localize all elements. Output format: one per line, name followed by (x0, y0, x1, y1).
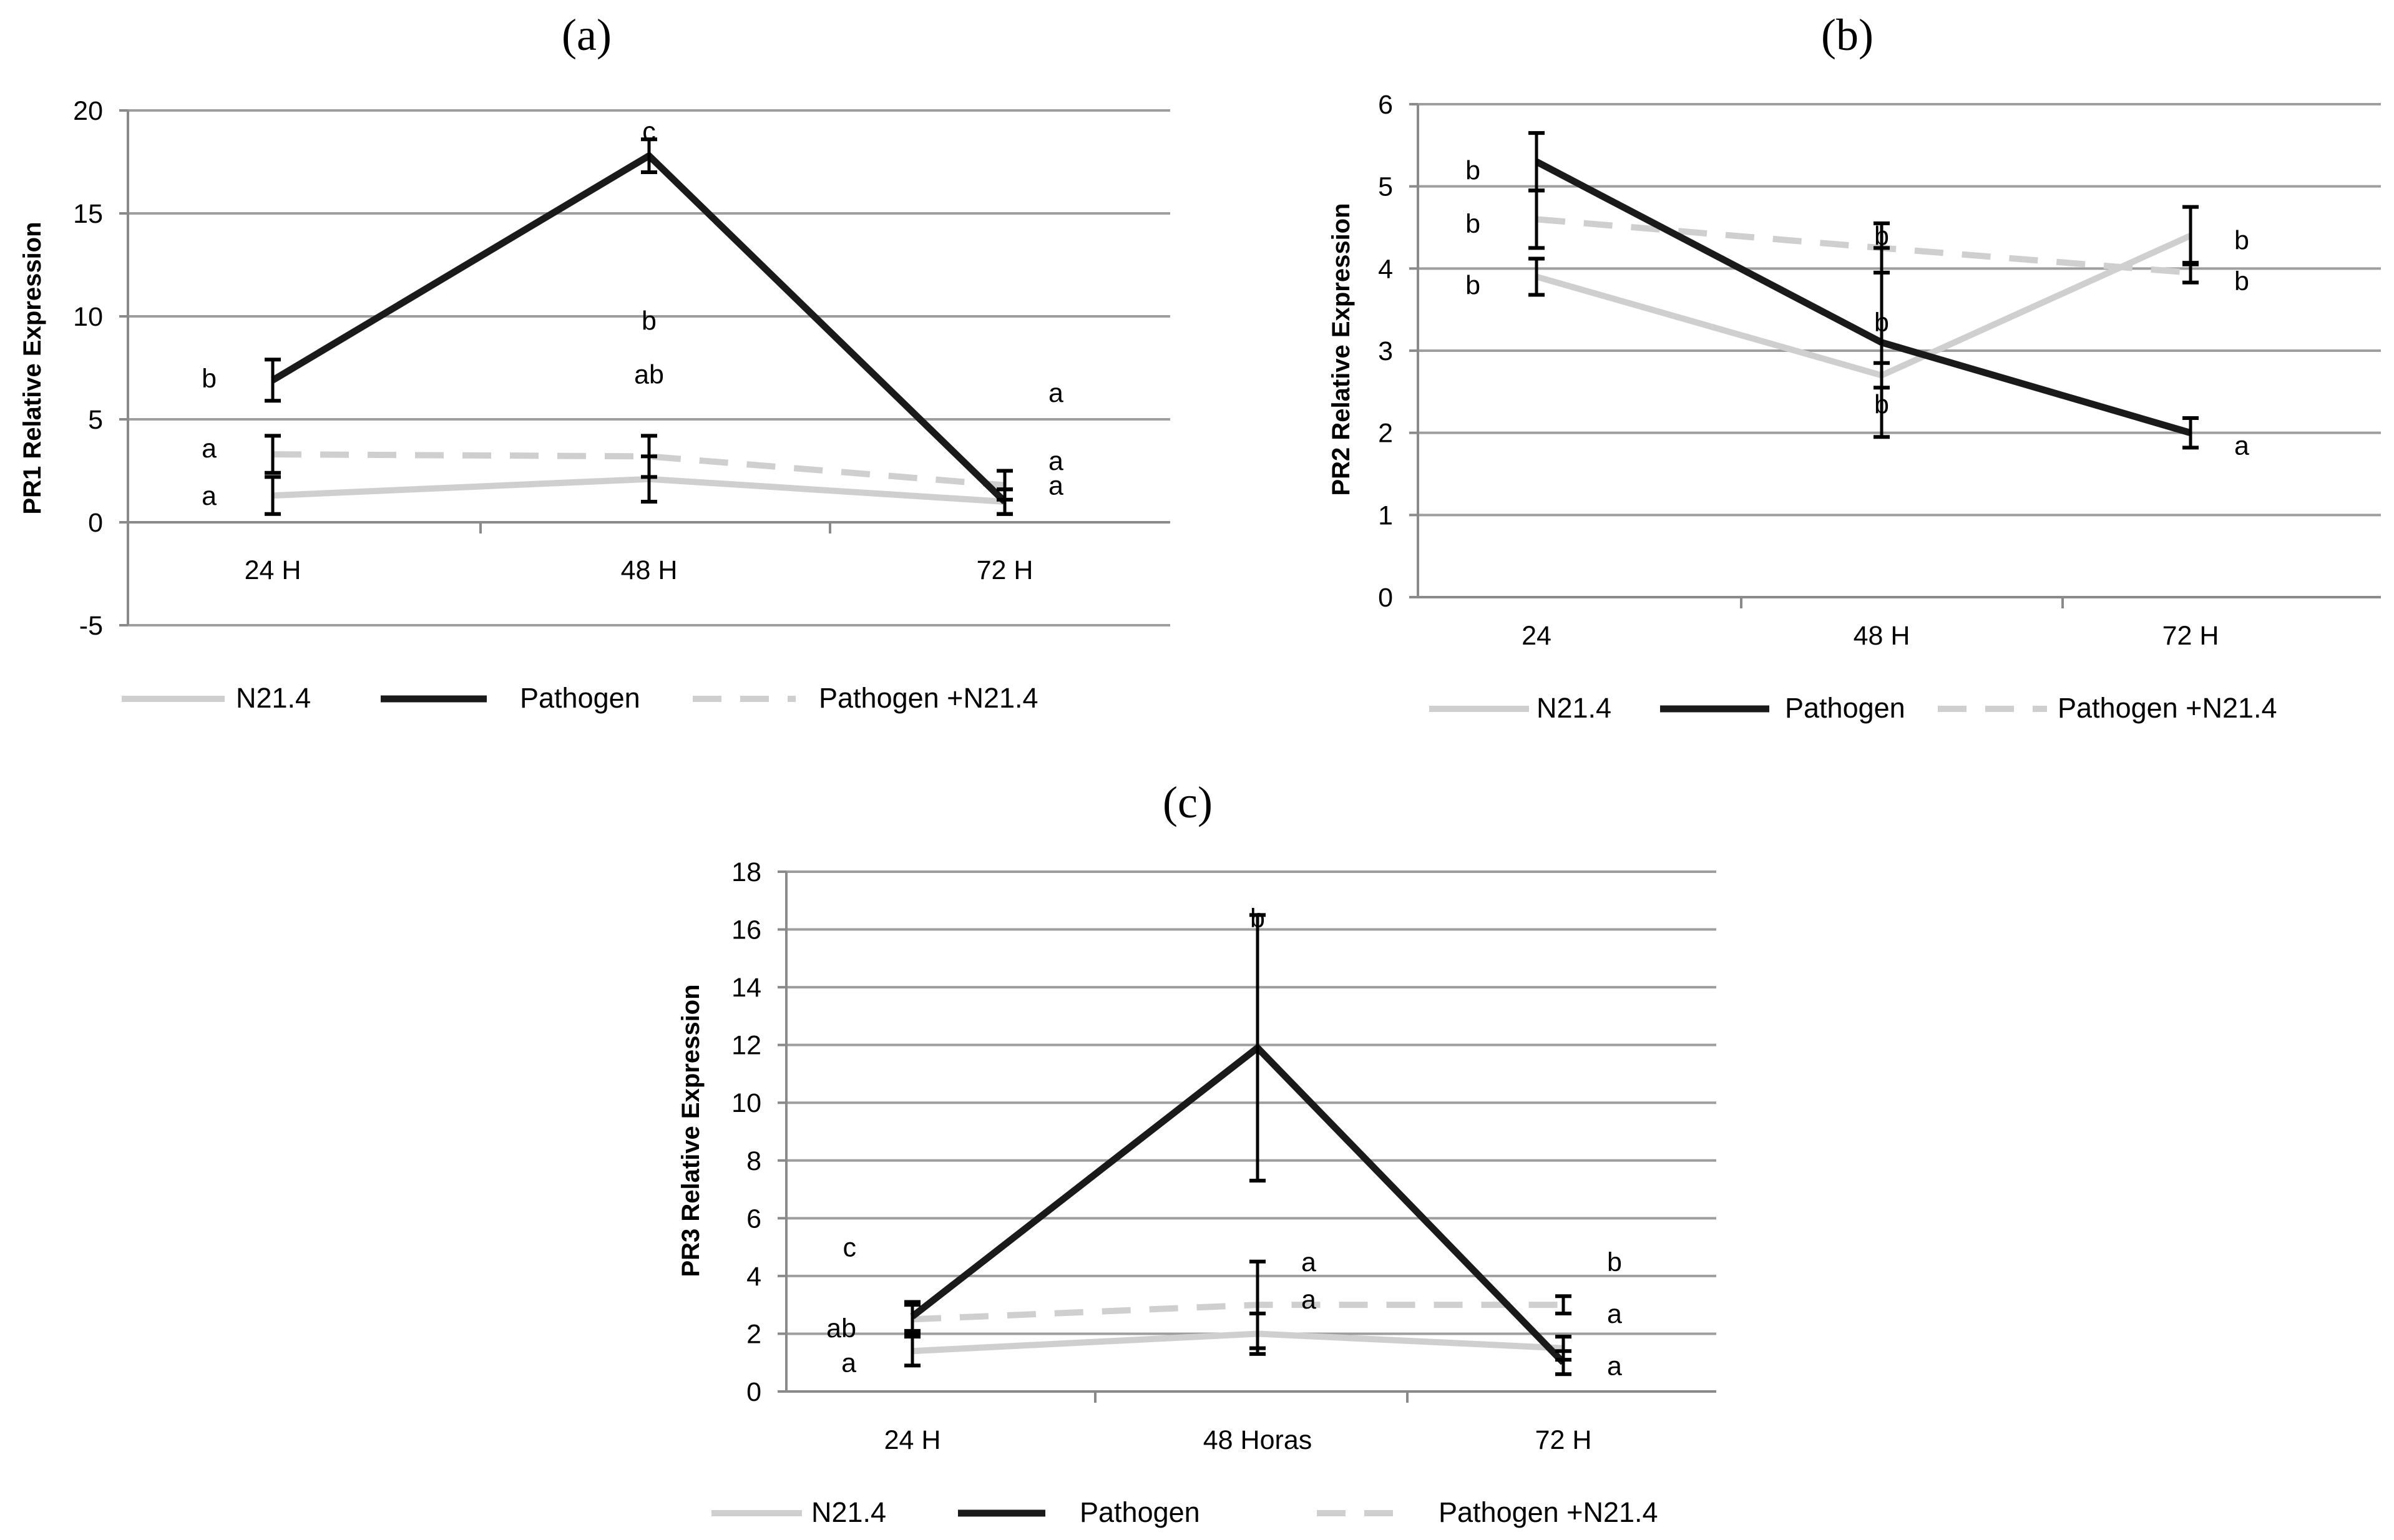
y-tick-label: 5 (1378, 172, 1393, 202)
y-tick-label: 18 (731, 857, 761, 887)
legend-label: Pathogen (520, 682, 640, 714)
y-axis-label: PR1 Relative Expression (19, 222, 46, 514)
panel-c: (c) PR3 Relative Expression 0 2 4 6 8 10 12 14 1… (677, 777, 1716, 1528)
significance-letter: b (1465, 209, 1480, 239)
y-tick-label: 5 (88, 405, 103, 435)
panel-b: (b) PR2 Relative Expression 0 1 2 3 4 5 6 24 48… (1327, 10, 2381, 724)
y-tick-label: 3 (1378, 336, 1393, 366)
significance-letter: a (1048, 378, 1063, 408)
y-tick-label: 0 (746, 1377, 761, 1407)
legend-label: N21.4 (1537, 692, 1611, 724)
y-tick-label: 12 (731, 1031, 761, 1061)
legend-label: Pathogen +N21.4 (819, 682, 1038, 714)
x-tick-label: 24 H (884, 1425, 941, 1455)
panel-title: (c) (1163, 777, 1213, 827)
significance-letter: b (202, 364, 217, 394)
x-tick-label: 48 H (1854, 621, 1910, 651)
significance-letter: a (1048, 446, 1063, 476)
panel-title: (b) (1821, 10, 1874, 60)
y-tick-label: 4 (746, 1262, 761, 1292)
legend-label: Pathogen +N21.4 (1439, 1496, 1658, 1528)
significance-letter: ab (634, 359, 664, 389)
significance-letter: c (642, 117, 656, 147)
significance-letter: ab (826, 1313, 856, 1343)
significance-letter: b (2234, 225, 2249, 255)
y-tick-label: 8 (746, 1146, 761, 1176)
significance-letter: b (1874, 390, 1889, 420)
x-tick-label: 48 Horas (1203, 1425, 1312, 1455)
legend-label: Pathogen (1785, 692, 1905, 724)
series-line-n21-4 (1535, 233, 2192, 379)
y-tick-label: 0 (88, 508, 103, 538)
significance-letter: a (1607, 1299, 1622, 1329)
x-tick-label: 72 H (1535, 1425, 1592, 1455)
series-line-pathogen (271, 151, 1007, 504)
significance-letter: b (1607, 1247, 1622, 1277)
y-tick-label: 15 (73, 199, 103, 229)
legend-label: N21.4 (811, 1496, 886, 1528)
y-tick-label: 6 (746, 1204, 761, 1234)
x-tick-label: 72 H (2162, 621, 2219, 651)
series-line-pathogen-n21-4 (912, 1302, 1563, 1323)
significance-letter: c (843, 1233, 857, 1263)
series-line-pathogen (1535, 158, 2192, 436)
significance-letter: a (1607, 1351, 1622, 1381)
y-tick-label: 14 (731, 973, 761, 1003)
significance-letter: a (1301, 1285, 1316, 1315)
significance-letter: b (2234, 266, 2249, 296)
y-axis-label: PR3 Relative Expression (677, 984, 705, 1277)
y-tick-label: 2 (746, 1319, 761, 1349)
legend-label: Pathogen (1080, 1496, 1200, 1528)
legend-label: Pathogen +N21.4 (2058, 692, 2277, 724)
significance-letter: b (1874, 308, 1889, 338)
panel-a: (a) PR1 Relative Expression -5 0 5 10 15 20 2… (19, 10, 1170, 714)
significance-letter: b (1874, 222, 1889, 251)
panel-title: (a) (562, 10, 612, 60)
series-line-pathogen-n21-4 (1536, 216, 2191, 276)
significance-letter: a (202, 481, 217, 511)
series-line-n21-4 (912, 1330, 1564, 1355)
significance-letter: b (1465, 271, 1480, 301)
significance-letter: a (841, 1348, 856, 1378)
x-tick-label: 24 H (245, 555, 301, 585)
significance-letter: b (1250, 904, 1265, 933)
significance-letter: a (202, 434, 217, 464)
significance-letter: a (1301, 1247, 1316, 1277)
significance-letter: a (2234, 431, 2249, 461)
y-tick-label: 4 (1378, 254, 1393, 284)
y-tick-label: 6 (1378, 90, 1393, 120)
series-line-n21-4 (272, 475, 1005, 505)
x-tick-label: 72 H (977, 555, 1033, 585)
y-tick-label: 10 (73, 302, 103, 332)
significance-letter: b (642, 306, 657, 336)
y-tick-label: 1 (1378, 500, 1393, 530)
y-tick-label: 0 (1378, 583, 1393, 613)
y-tick-label: 10 (731, 1088, 761, 1118)
x-tick-label: 24 (1522, 621, 1551, 651)
significance-letter: a (1048, 471, 1063, 501)
significance-letter: b (1465, 155, 1480, 185)
x-tick-label: 48 H (621, 555, 678, 585)
y-tick-label: 16 (731, 915, 761, 945)
y-tick-label: 20 (73, 96, 103, 126)
y-tick-label: -5 (79, 611, 103, 641)
legend-label: N21.4 (236, 682, 311, 714)
y-tick-label: 2 (1378, 419, 1393, 449)
y-axis-label: PR2 Relative Expression (1327, 203, 1355, 495)
